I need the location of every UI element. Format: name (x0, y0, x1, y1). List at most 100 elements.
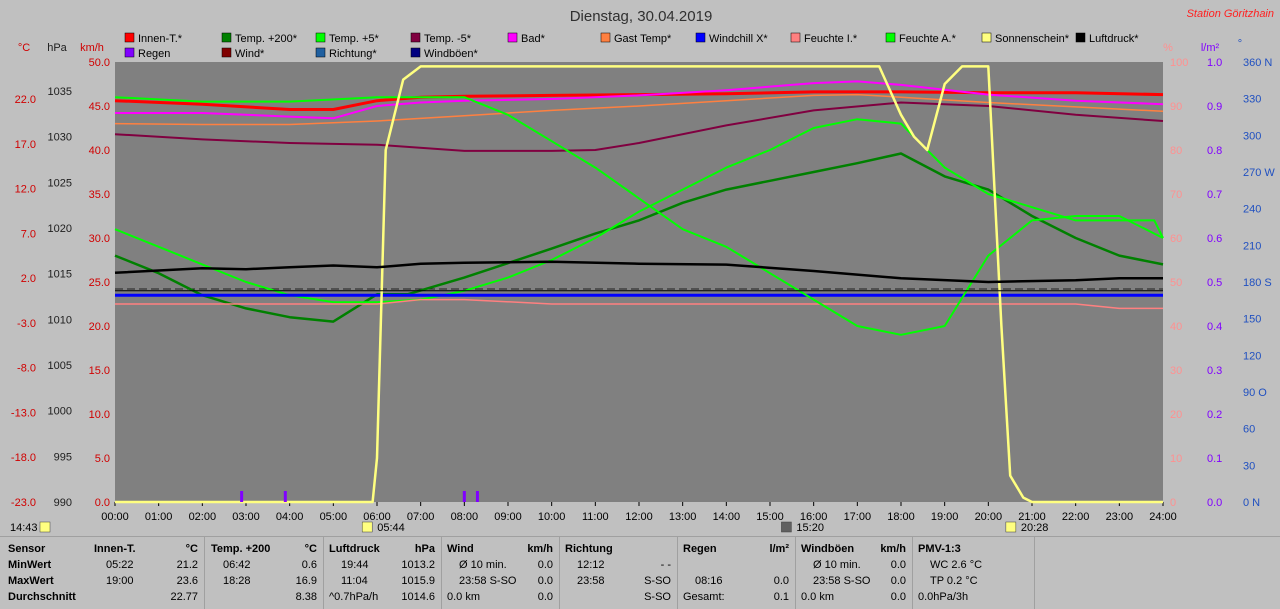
stats-header-unit: hPa (414, 543, 435, 555)
stats-max-value: 0.0 (890, 575, 906, 587)
x-tick-label: 20:00 (975, 511, 1003, 523)
axis-tick-celsius: 17.0 (15, 139, 36, 151)
stats-min-time: WC 2.6 °C (930, 559, 983, 571)
axis-tick-percent: 80 (1170, 145, 1182, 157)
stats-min-time: 19:44 (341, 559, 369, 571)
stats-column: Richtung 12:12 - - 23:58 S-SO S-SO (561, 537, 678, 609)
stats-min-value: 0.6 (301, 559, 317, 571)
legend-label: Wind* (235, 48, 265, 60)
stats-row-label: MinWert (8, 559, 52, 571)
stats-max-value: S-SO (644, 575, 671, 587)
legend-swatch (315, 32, 326, 43)
axis-tick-percent: 20 (1170, 409, 1182, 421)
axis-tick-lm2: 0.2 (1207, 409, 1222, 421)
stats-min-time: Ø 10 min. (813, 559, 861, 571)
series-bad (115, 80, 1164, 120)
axis-tick-kmh: 35.0 (89, 189, 110, 201)
axis-tick-degree: 120 (1243, 350, 1261, 362)
stats-min-value: 0.0 (537, 559, 553, 571)
stats-max-time: 18:28 (223, 575, 251, 587)
legend-label: Richtung* (329, 48, 377, 60)
stats-column: Regen l/m² 08:16 0.0 Gesamt: 0.1 (679, 537, 796, 609)
rain-bar (240, 491, 244, 502)
sun-marker-icon (39, 521, 51, 533)
stats-row-label: MaxWert (8, 575, 54, 587)
axis-tick-percent: 0 (1170, 497, 1176, 509)
sun-marker-icon (781, 521, 792, 533)
stats-column: Luftdruck hPa 19:44 1013.2 11:04 1015.9 ^0.7hP… (325, 537, 442, 609)
stats-header-name: PMV-1:3 (918, 543, 961, 555)
axis-tick-percent: 70 (1170, 189, 1182, 201)
stats-min-time: 05:22 (106, 559, 134, 571)
stats-header-name: Richtung (565, 543, 613, 555)
axis-tick-degree: 60 (1243, 424, 1255, 436)
axis-tick-degree: 300 (1243, 130, 1261, 142)
stats-avg-label: ^0.7hPa/h (329, 591, 379, 603)
axis-tick-hpa: 1020 (48, 223, 72, 235)
x-tick-label: 13:00 (669, 511, 697, 523)
stats-header-name: Innen-T. (94, 543, 136, 555)
legend-label: Innen-T.* (138, 33, 183, 45)
axis-tick-kmh: 20.0 (89, 321, 110, 333)
axes: °C hPa km/h% l/m² ° 22.0 17.0 12.0 7.0 2.0 -3.0 -8.… (11, 38, 1275, 523)
stats-header-unit: l/m² (769, 543, 789, 555)
legend-label: Temp. +200* (235, 33, 298, 45)
axis-tick-celsius: -18.0 (11, 452, 36, 464)
axis-tick-degree: 210 (1243, 240, 1261, 252)
axis-tick-lm2: 0.5 (1207, 277, 1222, 289)
axis-tick-kmh: 5.0 (95, 453, 110, 465)
axis-tick-percent: 40 (1170, 321, 1182, 333)
x-tick-label: 19:00 (931, 511, 959, 523)
axis-tick-celsius: -23.0 (11, 497, 36, 509)
stats-max-time: 08:16 (695, 575, 723, 587)
stats-max-value: 0.0 (773, 575, 789, 587)
axis-tick-hpa: 990 (54, 497, 72, 509)
axis-tick-celsius: 22.0 (15, 94, 36, 106)
legend-label: Luftdruck* (1089, 33, 1139, 45)
stats-max-time: 23:58 S-SO (813, 575, 871, 587)
legend-swatch (507, 32, 518, 43)
axis-unit-celsius: °C (18, 42, 30, 54)
axis-tick-degree: 150 (1243, 314, 1261, 326)
stats-avg-value: 22.77 (170, 591, 198, 603)
stats-min-time: Ø 10 min. (459, 559, 507, 571)
legend-swatch (695, 32, 706, 43)
axis-tick-celsius: 12.0 (15, 184, 36, 196)
axis-tick-lm2: 0.0 (1207, 497, 1222, 509)
x-tick-label: 03:00 (232, 511, 260, 523)
axis-tick-degree: 0 N (1243, 497, 1260, 509)
axis-tick-lm2: 0.3 (1207, 365, 1222, 377)
stats-column: PMV-1:3 WC 2.6 °C TP 0.2 °C 0.0hPa/3h (914, 537, 1035, 609)
stats-header-name: Regen (683, 543, 717, 555)
stats-column: Windböen km/h Ø 10 min. 0.0 23:58 S-SO 0.0 0.0… (797, 537, 913, 609)
legend-swatch (885, 32, 896, 43)
axis-tick-kmh: 40.0 (89, 145, 110, 157)
axis-tick-kmh: 10.0 (89, 409, 110, 421)
stats-avg-label: 0.0hPa/3h (918, 591, 969, 603)
x-tick-label: 05:00 (320, 511, 348, 523)
legend-swatch (124, 32, 135, 43)
legend-label: Windchill X* (709, 33, 768, 45)
rain-bar (475, 491, 479, 502)
axis-tick-kmh: 0.0 (95, 497, 110, 509)
axis-tick-percent: 30 (1170, 365, 1182, 377)
axis-tick-percent: 50 (1170, 277, 1182, 289)
stats-header-unit: km/h (527, 543, 553, 555)
x-tick-label: 02:00 (189, 511, 217, 523)
axis-tick-degree: 180 S (1243, 277, 1272, 289)
axis-tick-celsius: 7.0 (21, 228, 36, 240)
series-sonnenschein (115, 65, 1163, 504)
axis-tick-degree: 240 (1243, 204, 1261, 216)
legend-label: Gast Temp* (614, 33, 672, 45)
stats-max-value: 1015.9 (401, 575, 435, 587)
x-tick-label: 10:00 (538, 511, 566, 523)
chart-title: Dienstag, 30.04.2019 (570, 8, 713, 25)
stats-max-time: 19:00 (106, 575, 134, 587)
stats-min-time: 12:12 (577, 559, 605, 571)
x-tick-label: 23:00 (1106, 511, 1134, 523)
axis-tick-kmh: 45.0 (89, 101, 110, 113)
axis-tick-percent: 90 (1170, 101, 1182, 113)
rain-bar (283, 491, 287, 502)
stats-max-value: 23.6 (176, 575, 198, 587)
x-tick-label: 04:00 (276, 511, 304, 523)
